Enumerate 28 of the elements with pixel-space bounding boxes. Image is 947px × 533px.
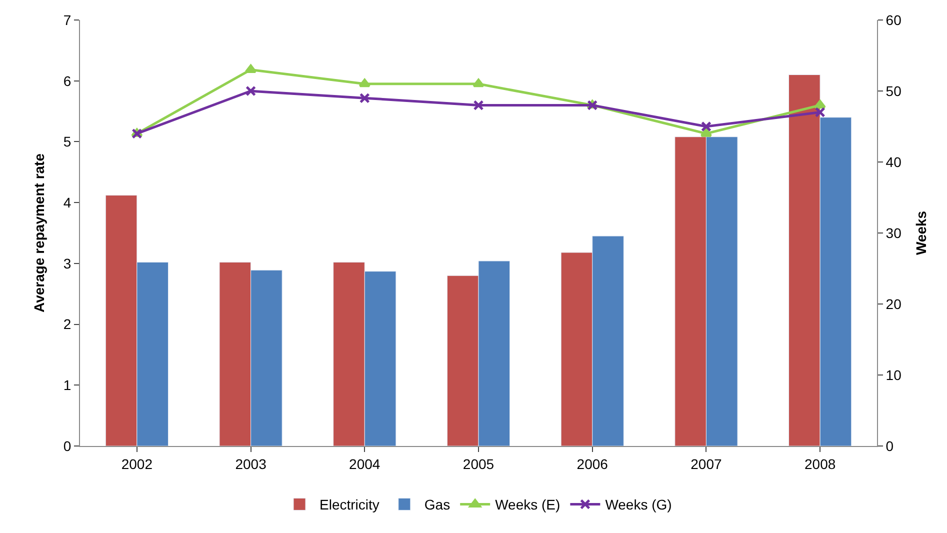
legend-label: Weeks (E) — [495, 496, 560, 513]
x-tick-label: 2006 — [576, 456, 608, 472]
legend-label: Gas — [424, 496, 450, 513]
y-tick-label: 7 — [63, 12, 72, 28]
y-tick-label: 4 — [63, 194, 72, 210]
legend-label: Electricity — [320, 496, 380, 513]
x-tick-label: 2007 — [690, 456, 722, 472]
y2-tick-label: 0 — [886, 438, 894, 454]
y-tick-label: 1 — [63, 377, 72, 394]
y2-axis-title: Weeks — [912, 210, 929, 256]
y2-tick-label: 10 — [886, 366, 902, 383]
y-tick-label: 0 — [63, 438, 72, 454]
y-tick-label: 2 — [63, 316, 72, 332]
x-tick-label: 2008 — [804, 456, 836, 472]
x-tick-label: 2004 — [349, 456, 380, 472]
y-tick-label: 5 — [63, 134, 72, 150]
y2-tick-label: 40 — [886, 154, 902, 170]
y-tick-label: 3 — [63, 255, 72, 272]
y2-tick-label: 30 — [886, 224, 902, 241]
legend-label: Weeks (G) — [605, 496, 672, 513]
y2-tick-label: 20 — [886, 296, 902, 312]
y2-tick-label: 60 — [886, 12, 902, 28]
y-axis-title: Average repayment rate — [31, 153, 48, 313]
x-tick-label: 2003 — [235, 456, 267, 472]
x-tick-label: 2005 — [462, 456, 494, 472]
x-tick-label: 2002 — [121, 456, 153, 472]
y2-tick-label: 50 — [886, 82, 902, 99]
y-tick-label: 6 — [63, 72, 72, 89]
